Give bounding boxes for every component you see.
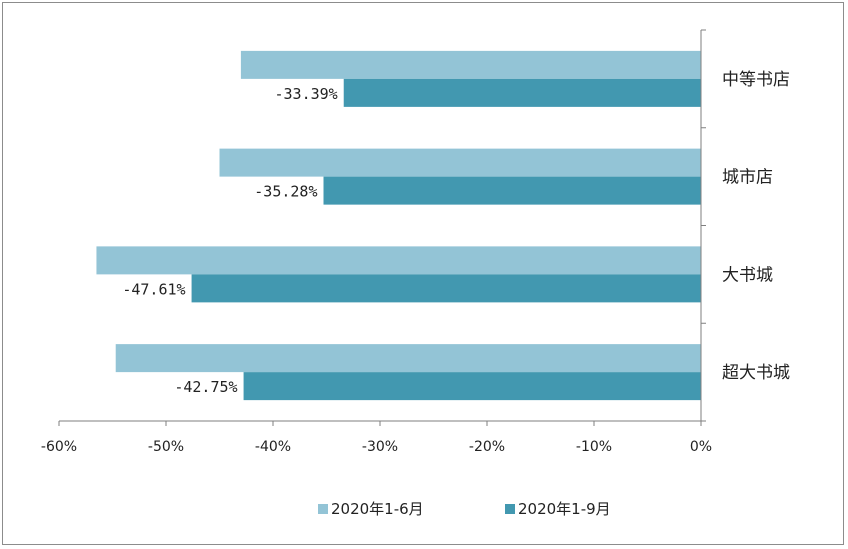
bar-h1-0 xyxy=(240,50,701,79)
category-label: 中等书店 xyxy=(722,70,790,90)
data-label-bg xyxy=(227,177,322,204)
bar-q3-1 xyxy=(323,176,701,205)
bar-h1-2 xyxy=(96,246,701,275)
bar-q3-3 xyxy=(243,372,701,401)
data-label-bg xyxy=(147,373,242,400)
data-label: -35.28% xyxy=(254,183,317,201)
labels-layer: -33.39% 中等书店 -35.28% 城市店 -47.61% 大书城 -42.75% 超大… xyxy=(95,70,790,400)
legend-label-0: 2020年1-6月 xyxy=(331,500,424,518)
bar-h1-3 xyxy=(115,344,701,373)
category-label: 大书城 xyxy=(722,265,773,285)
x-tick-label: -50% xyxy=(148,439,184,455)
legend-label-1: 2020年1-9月 xyxy=(518,500,611,518)
bar-h1-1 xyxy=(219,148,701,177)
legend-swatch-0 xyxy=(318,504,328,514)
category-label: 超大书城 xyxy=(722,363,790,383)
legend: 2020年1-6月 2020年1-9月 xyxy=(318,500,611,518)
bar-q3-0 xyxy=(343,78,701,107)
data-label: -33.39% xyxy=(275,85,338,103)
data-label-bg xyxy=(95,275,190,302)
axes-layer: -60% -50% -40% -30% -20% -10% 0% xyxy=(41,29,712,455)
data-label: -42.75% xyxy=(174,378,237,396)
data-label: -47.61% xyxy=(122,280,185,298)
x-tick-label: -60% xyxy=(41,439,77,455)
data-label-bg xyxy=(247,79,342,106)
category-label: 城市店 xyxy=(722,168,773,188)
x-tick-label: 0% xyxy=(690,439,712,455)
bar-q3-2 xyxy=(191,274,701,303)
legend-swatch-1 xyxy=(505,504,515,514)
bars-layer xyxy=(96,50,701,401)
x-tick-label: -30% xyxy=(362,439,398,455)
x-tick-label: -40% xyxy=(255,439,291,455)
x-tick-label: -10% xyxy=(576,439,612,455)
x-tick-label: -20% xyxy=(469,439,505,455)
